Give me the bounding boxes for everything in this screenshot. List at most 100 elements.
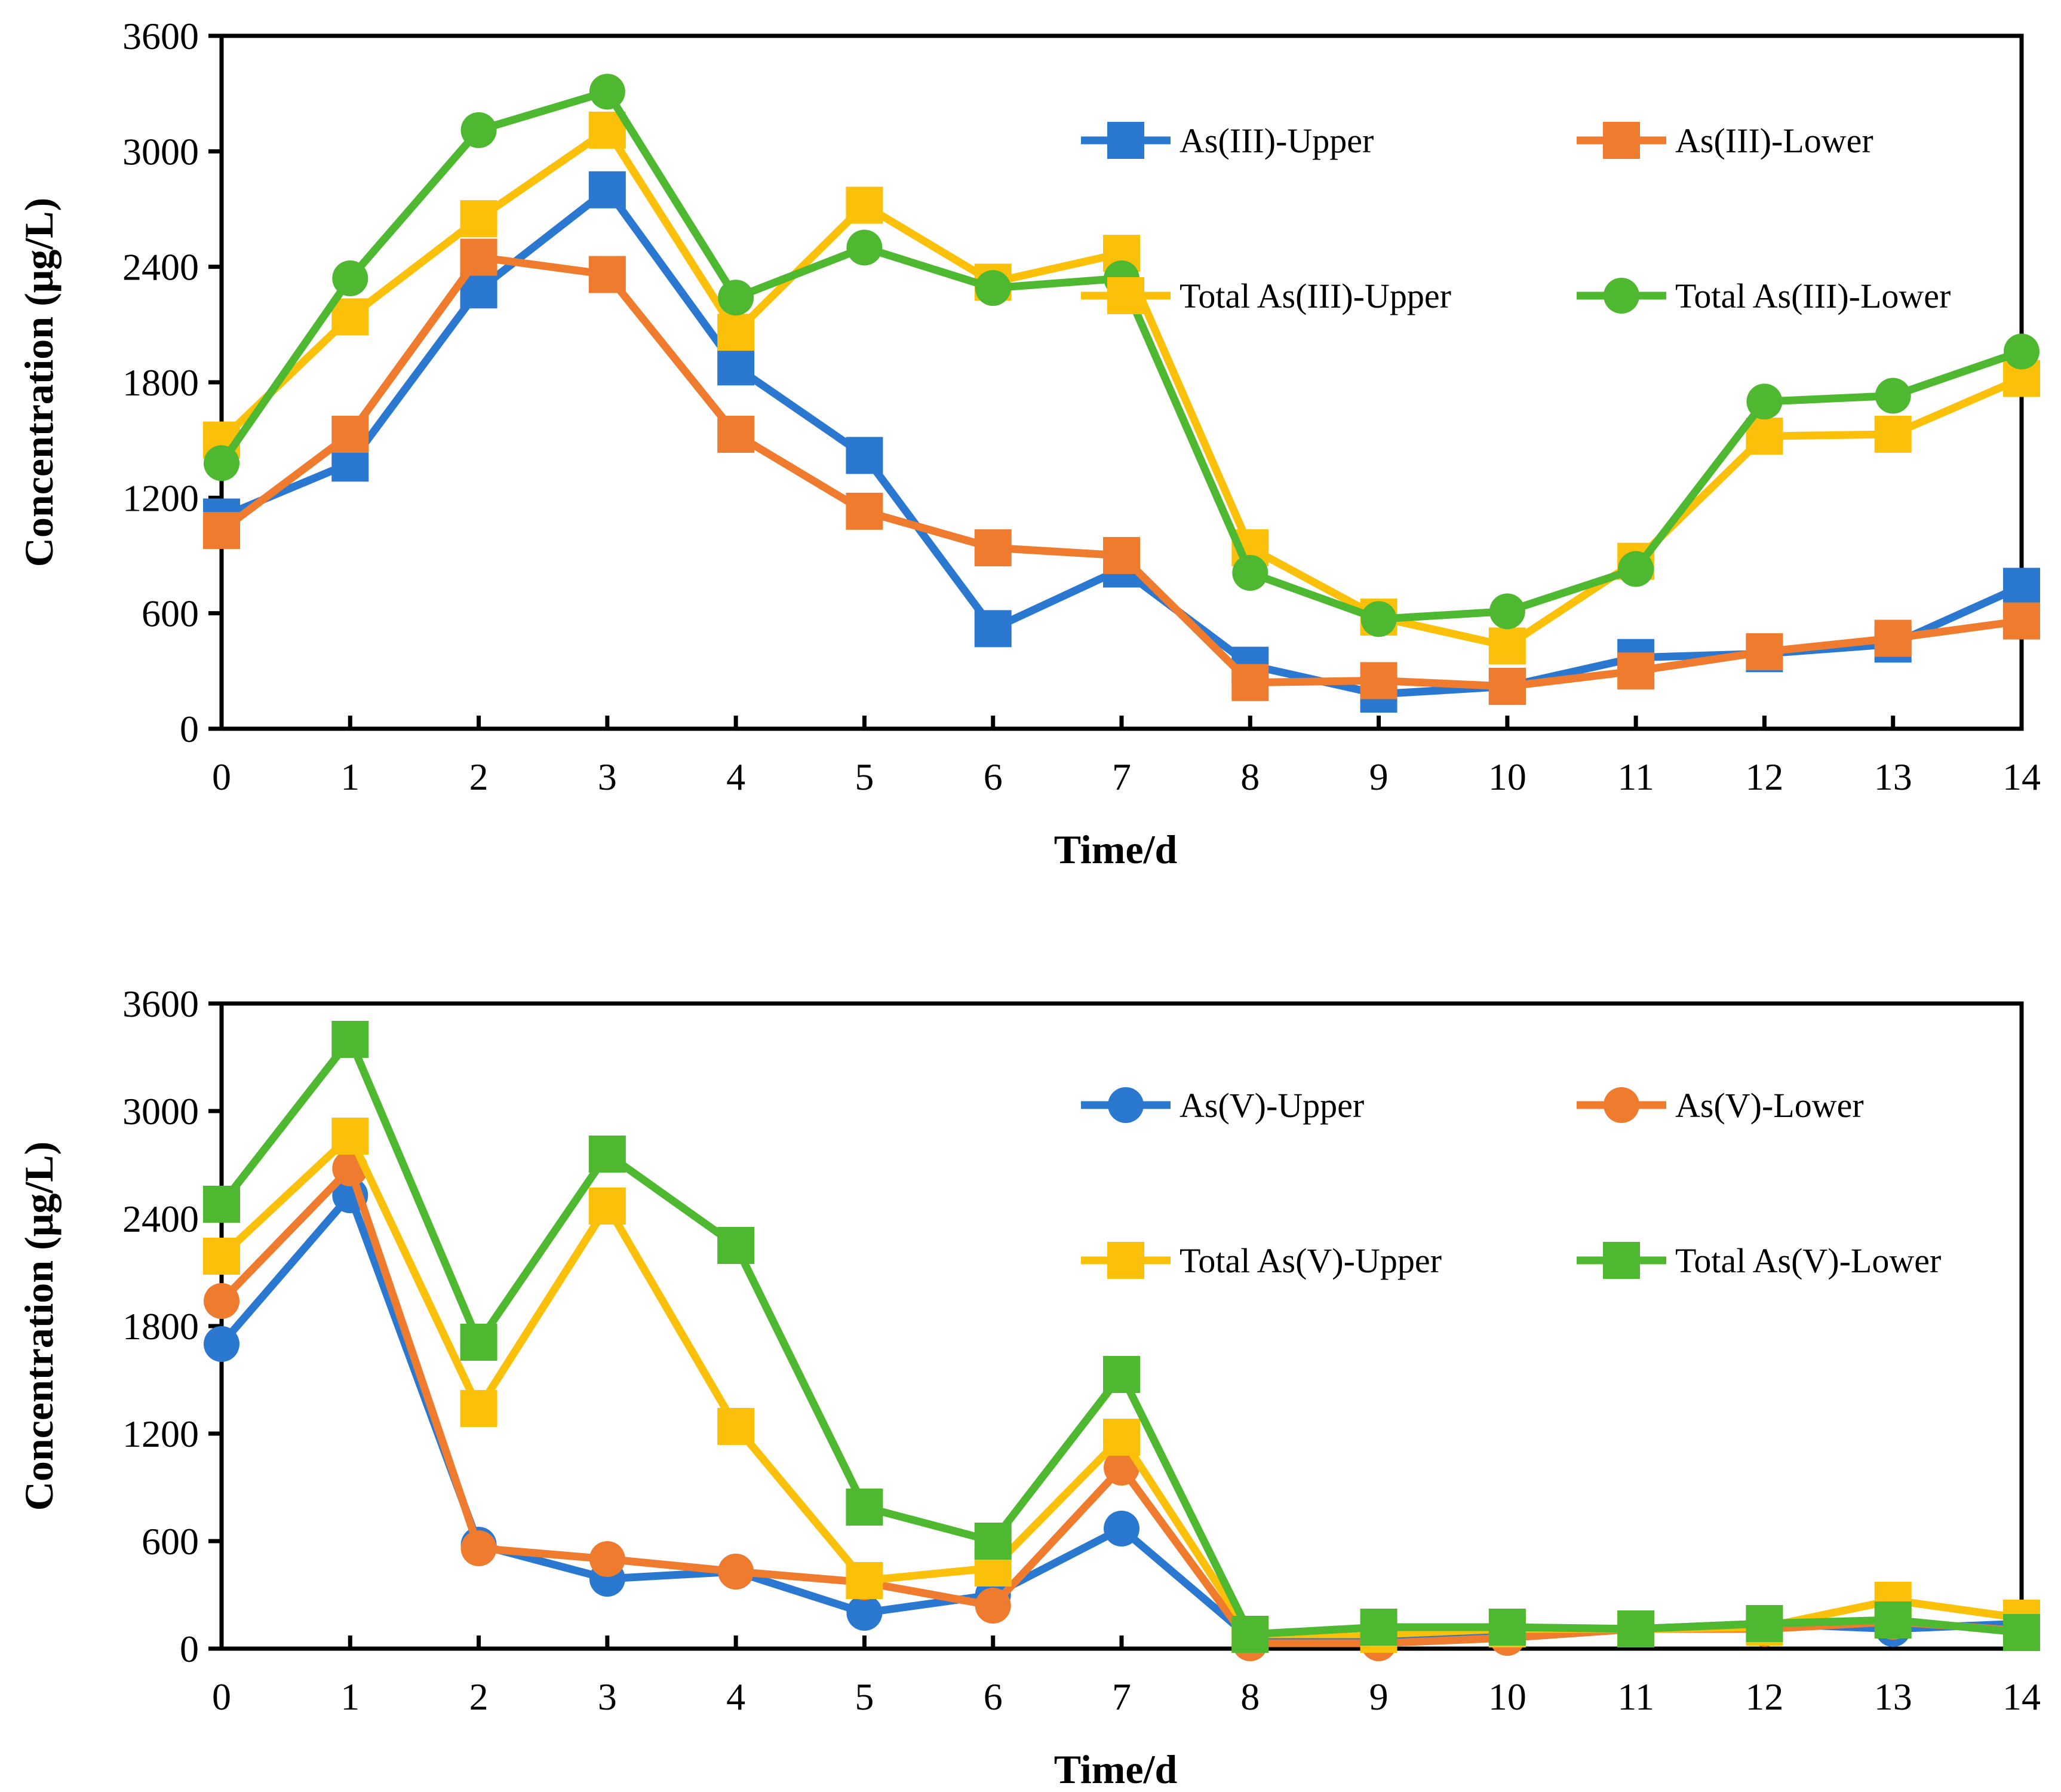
data-point xyxy=(846,1562,883,1599)
y-tick-label: 1800 xyxy=(122,1305,199,1348)
x-tick-label: 6 xyxy=(984,1676,1003,1718)
data-point xyxy=(588,171,626,208)
legend-item: As(V)-Upper xyxy=(1081,1086,1364,1125)
legend-label: As(III)-Lower xyxy=(1675,121,1873,160)
legend-label: Total As(III)-Upper xyxy=(1180,277,1451,315)
x-tick-label: 4 xyxy=(726,756,745,798)
data-point xyxy=(1489,593,1525,630)
data-point xyxy=(975,270,1011,306)
legend-swatch-marker xyxy=(1108,1087,1144,1123)
legend-label: As(III)-Upper xyxy=(1180,121,1374,160)
x-tick-label: 7 xyxy=(1112,1676,1131,1718)
y-tick-label: 2400 xyxy=(122,246,199,289)
data-point xyxy=(331,298,369,336)
legend-label: As(V)-Upper xyxy=(1180,1086,1364,1125)
y-tick-label: 0 xyxy=(180,708,199,750)
x-tick-label: 0 xyxy=(212,756,231,798)
x-tick-label: 9 xyxy=(1369,756,1389,798)
data-point xyxy=(1104,1450,1139,1486)
data-point xyxy=(974,1523,1012,1560)
legend-label: Total As(V)-Upper xyxy=(1180,1241,1442,1280)
data-point xyxy=(1231,1616,1269,1653)
data-point xyxy=(460,200,497,238)
data-point xyxy=(460,1390,497,1427)
y-tick-label: 0 xyxy=(180,1628,199,1670)
data-point xyxy=(846,492,883,530)
data-point xyxy=(331,1021,369,1058)
data-point xyxy=(1617,1610,1655,1647)
data-point xyxy=(1103,537,1140,574)
data-point xyxy=(846,229,883,266)
legend-swatch-marker xyxy=(1107,277,1144,314)
data-point xyxy=(588,1136,626,1173)
data-point xyxy=(1360,601,1397,637)
data-point xyxy=(846,437,883,474)
data-point xyxy=(204,445,239,481)
data-point xyxy=(588,256,626,293)
legend-item: Total As(III)-Upper xyxy=(1081,277,1451,315)
y-tick-label: 1800 xyxy=(122,361,199,404)
data-point xyxy=(204,1326,239,1362)
x-tick-label: 3 xyxy=(598,1676,617,1718)
data-point xyxy=(1104,1511,1139,1546)
data-point xyxy=(588,1187,626,1225)
y-tick-label: 1200 xyxy=(122,1413,199,1455)
x-tick-label: 11 xyxy=(1617,1676,1654,1718)
y-axis-title: Concentration (μg/L) xyxy=(16,198,62,567)
data-point xyxy=(717,1408,755,1445)
y-tick-label: 3600 xyxy=(122,983,199,1025)
x-tick-label: 4 xyxy=(726,1676,745,1718)
data-point xyxy=(717,348,755,386)
data-point xyxy=(1874,619,1912,657)
x-tick-label: 5 xyxy=(855,1676,874,1718)
x-tick-label: 10 xyxy=(1488,1676,1526,1718)
data-point xyxy=(1488,627,1526,665)
data-point xyxy=(1874,1601,1912,1638)
x-tick-label: 1 xyxy=(340,756,360,798)
x-tick-label: 6 xyxy=(984,756,1003,798)
y-tick-label: 3000 xyxy=(122,1090,199,1133)
data-point xyxy=(203,512,240,550)
data-point xyxy=(1618,551,1654,587)
data-point xyxy=(1103,1419,1140,1456)
data-point xyxy=(1488,1609,1526,1646)
legend-swatch-marker xyxy=(1603,1242,1640,1279)
legend-item: Total As(V)-Lower xyxy=(1577,1241,1941,1280)
chart-arsenic-iii: 0 1 2 3 4 5 6 7 8 9 10 11 12 13 1406001200180024003000… xyxy=(16,15,2041,872)
y-tick-label: 2400 xyxy=(122,1198,199,1240)
data-point xyxy=(974,529,1012,567)
data-point xyxy=(1746,1605,1783,1642)
data-point xyxy=(589,73,625,110)
legend-swatch-marker xyxy=(1604,1087,1639,1123)
x-tick-label: 13 xyxy=(1874,1676,1912,1718)
data-point xyxy=(846,1595,883,1631)
chart-arsenic-v: 0 1 2 3 4 5 6 7 8 9 10 11 12 13 1406001200180024003000… xyxy=(16,983,2041,1792)
data-point xyxy=(203,1238,240,1275)
data-point xyxy=(2003,567,2040,605)
data-point xyxy=(460,1324,497,1361)
x-tick-label: 5 xyxy=(855,756,874,798)
y-tick-label: 600 xyxy=(142,593,199,635)
data-point xyxy=(1231,664,1269,701)
data-point xyxy=(1746,383,1783,420)
data-point xyxy=(1617,652,1655,690)
data-point xyxy=(460,1530,497,1566)
data-point xyxy=(204,1283,239,1319)
legend-label: Total As(III)-Lower xyxy=(1675,277,1951,315)
legend-item: As(III)-Lower xyxy=(1577,121,1873,160)
data-point xyxy=(1360,662,1397,699)
x-tick-label: 12 xyxy=(1745,756,1783,798)
x-tick-label: 10 xyxy=(1488,756,1526,798)
x-tick-label: 3 xyxy=(598,756,617,798)
data-point xyxy=(1232,555,1268,591)
y-tick-label: 1200 xyxy=(122,477,199,519)
data-point xyxy=(1488,668,1526,705)
data-point xyxy=(460,238,497,276)
x-tick-label: 13 xyxy=(1874,756,1912,798)
x-tick-label: 1 xyxy=(340,1676,360,1718)
data-point xyxy=(331,416,369,453)
data-point xyxy=(332,260,368,296)
data-point xyxy=(1874,416,1912,453)
x-tick-label: 14 xyxy=(2002,1676,2041,1718)
y-tick-label: 3600 xyxy=(122,15,199,57)
